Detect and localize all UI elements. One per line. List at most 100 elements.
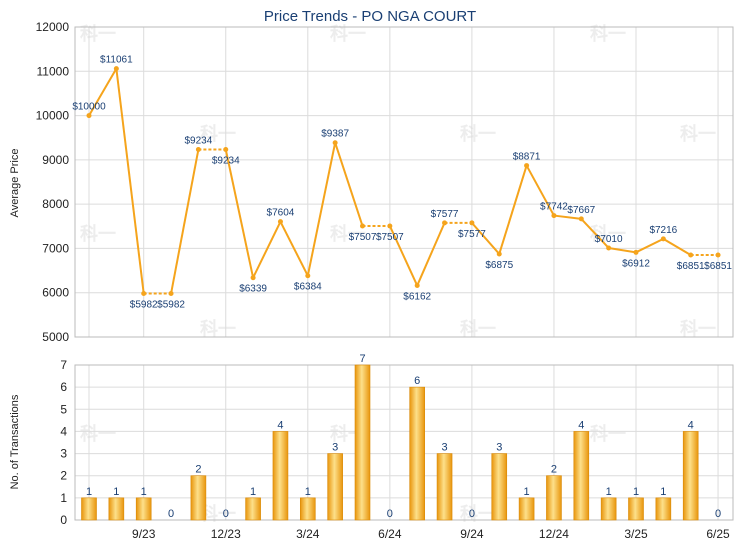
- date-tick-label: 12/23: [211, 527, 241, 541]
- price-point: [442, 220, 448, 226]
- watermark-text-4: 科一: [460, 123, 496, 144]
- transaction-bar: [272, 431, 289, 521]
- price-line-segment: [662, 238, 692, 256]
- watermark-text-3: 科一: [200, 123, 236, 144]
- date-tick-label: 3/24: [296, 527, 320, 541]
- price-data-label: $6912: [622, 258, 650, 269]
- transaction-bar: [81, 497, 97, 521]
- price-line-segment: [471, 222, 501, 255]
- price-data-label: $7577: [431, 209, 459, 220]
- watermark-text-2: 科一: [590, 23, 626, 44]
- price-tick-label: 7000: [42, 241, 69, 255]
- watermark-text-14: 科一: [590, 423, 626, 444]
- price-line-segment: [608, 246, 637, 254]
- watermark-text-5: 科一: [680, 123, 716, 144]
- price-point: [551, 213, 557, 219]
- price-point: [305, 273, 311, 279]
- price-point: [332, 140, 338, 146]
- transaction-count-label: 1: [113, 486, 119, 498]
- price-tick-label: 5000: [42, 330, 69, 344]
- price-point: [524, 163, 530, 169]
- price-point: [578, 216, 584, 222]
- watermark-text-12: 科一: [80, 423, 116, 444]
- price-data-label: $10000: [72, 102, 106, 113]
- transaction-count-label: 1: [524, 486, 530, 498]
- transaction-count-label: 0: [223, 508, 229, 520]
- transaction-count-label: 1: [141, 486, 147, 498]
- watermark-text-7: 科一: [330, 223, 366, 244]
- transaction-bar: [354, 364, 371, 521]
- price-point: [195, 146, 201, 152]
- price-data-label: $6162: [403, 292, 431, 303]
- price-data-label: $9387: [321, 129, 349, 140]
- count-tick-label: 6: [60, 380, 67, 394]
- transaction-bar: [135, 497, 152, 521]
- price-point: [277, 219, 283, 225]
- price-tick-label: 9000: [42, 153, 69, 167]
- transaction-count-label: 1: [633, 486, 639, 498]
- transaction-count-label: 0: [469, 508, 475, 520]
- transaction-count-label: 1: [86, 486, 92, 498]
- date-tick-label: 9/24: [460, 527, 484, 541]
- transaction-count-label: 0: [387, 508, 393, 520]
- count-tick-label: 4: [60, 424, 67, 438]
- count-tick-label: 5: [60, 402, 67, 416]
- price-data-label: $7507: [349, 232, 377, 243]
- transaction-count-label: 6: [414, 375, 420, 387]
- date-tick-label: 6/24: [378, 527, 402, 541]
- price-axis-label: Average Price: [9, 149, 21, 218]
- price-data-label: $9234: [212, 155, 240, 166]
- price-data-label: $6851: [704, 261, 732, 272]
- price-plot-frame: [74, 26, 734, 338]
- price-line-segment: [115, 68, 145, 294]
- price-line-chart: 5000 6000 7000 8000 9000 10000 11000 12000 $1000…: [36, 20, 734, 344]
- price-line-segment: [88, 68, 118, 117]
- count-tick-label: 2: [60, 469, 67, 483]
- price-data-label: $7507: [376, 232, 404, 243]
- transaction-count-label: 1: [305, 486, 311, 498]
- price-line-segment: [224, 149, 255, 278]
- transaction-bar: [573, 431, 590, 521]
- price-point: [250, 275, 256, 281]
- transaction-bar: [409, 386, 426, 521]
- watermark-text-10: 科一: [460, 318, 496, 339]
- price-point: [606, 245, 612, 251]
- price-data-label: $9234: [184, 135, 212, 146]
- date-tick-label: 6/25: [706, 527, 730, 541]
- transaction-count-label: 1: [606, 486, 612, 498]
- transaction-bar: [245, 497, 261, 521]
- transaction-bar: [655, 497, 672, 521]
- price-tick-label: 10000: [36, 109, 70, 123]
- count-tick-label: 3: [60, 447, 67, 461]
- price-point: [496, 251, 502, 257]
- transaction-bar: [682, 431, 699, 521]
- price-data-label: $5982: [157, 300, 185, 311]
- price-point: [223, 146, 229, 152]
- watermark-text-15: 科一: [200, 503, 236, 524]
- transaction-bar: [600, 497, 617, 521]
- watermark-text-9: 科一: [200, 318, 236, 339]
- watermark-text-0: 科一: [80, 23, 116, 44]
- transaction-count-label: 7: [359, 353, 365, 365]
- price-data-label: $6851: [677, 261, 705, 272]
- price-data-label: $7577: [458, 229, 486, 240]
- date-tick-label: 3/25: [624, 527, 648, 541]
- price-data-label: $7010: [595, 234, 623, 245]
- watermark-text-6: 科一: [80, 223, 116, 244]
- count-tick-label: 0: [60, 513, 67, 527]
- transaction-bar: [546, 475, 562, 521]
- price-point: [469, 220, 475, 226]
- price-data-label: $7667: [567, 205, 595, 216]
- transaction-count-label: 4: [578, 419, 584, 431]
- price-point: [414, 283, 420, 289]
- price-line-segment: [279, 221, 309, 277]
- count-tick-label: 7: [60, 358, 67, 372]
- transactions-axis-label: No. of Transactions: [9, 394, 21, 489]
- price-line-segment: [498, 165, 528, 255]
- price-line-segment: [580, 218, 610, 249]
- transaction-count-label: 4: [688, 419, 694, 431]
- transaction-bar: [518, 497, 535, 521]
- price-line-segment: [334, 142, 364, 227]
- price-tick-label: 6000: [42, 286, 69, 300]
- transaction-count-label: 2: [195, 464, 201, 476]
